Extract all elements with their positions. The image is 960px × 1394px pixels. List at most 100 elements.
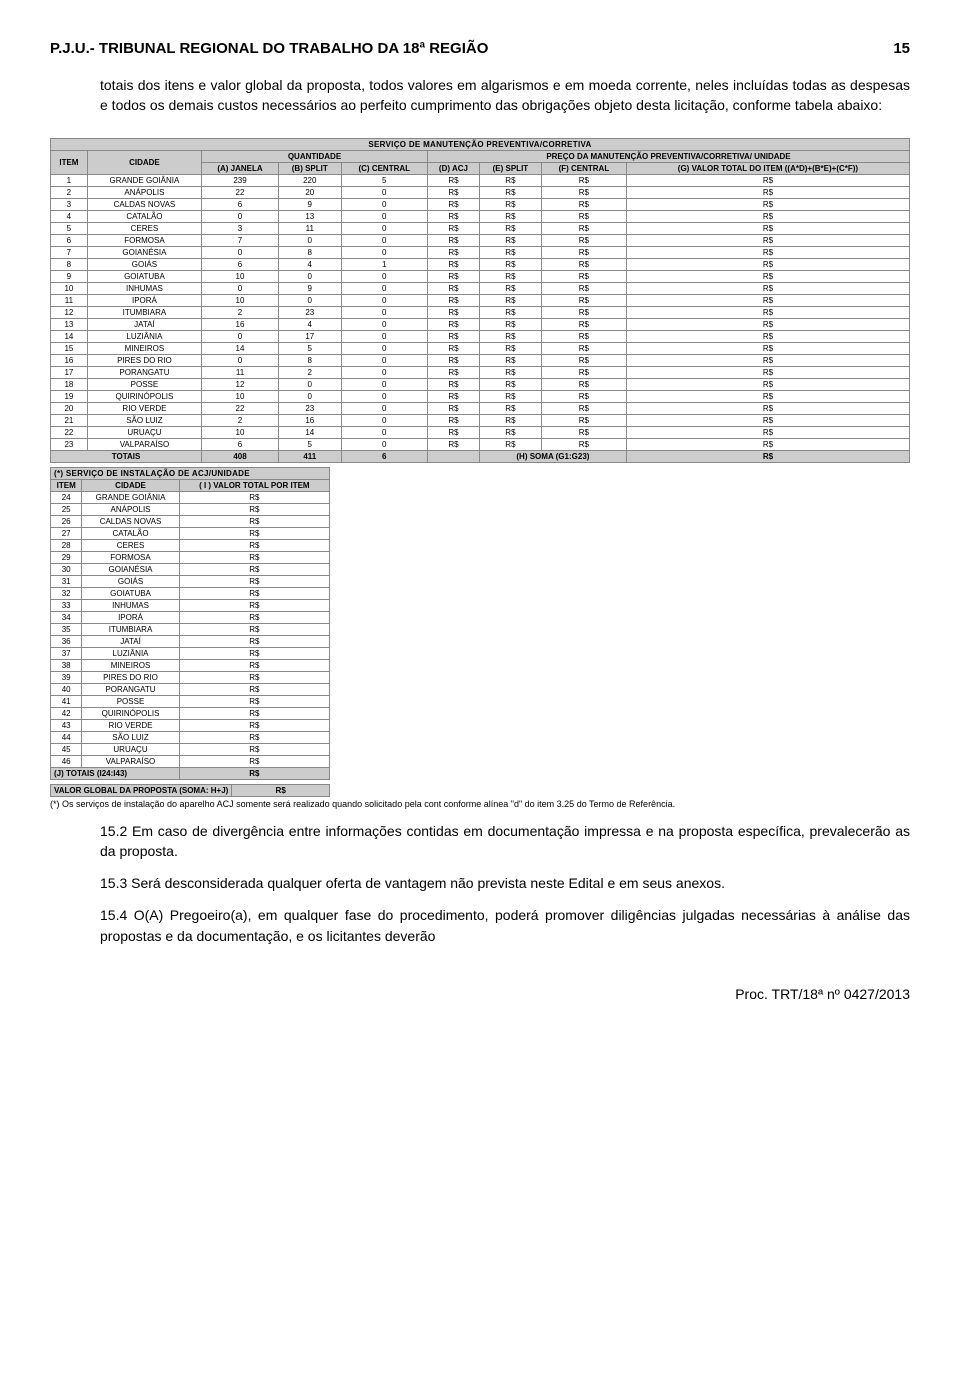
t2-h-item: ITEM: [51, 479, 82, 491]
cell-val: R$: [179, 575, 329, 587]
cell-d: R$: [427, 210, 479, 222]
cell-c: 0: [341, 210, 427, 222]
cell-c: 0: [341, 354, 427, 366]
cell-a: 10: [202, 294, 279, 306]
table-row: 29FORMOSAR$: [51, 551, 330, 563]
cell-cidade: CATALÃO: [87, 210, 201, 222]
cell-cidade: RIO VERDE: [82, 719, 179, 731]
cell-item: 19: [51, 390, 88, 402]
cell-b: 16: [278, 414, 341, 426]
cell-cidade: CALDAS NOVAS: [82, 515, 179, 527]
cell-item: 46: [51, 755, 82, 767]
table-row: 28CERESR$: [51, 539, 330, 551]
cell-b: 0: [278, 378, 341, 390]
cell-item: 29: [51, 551, 82, 563]
page-header: P.J.U.- TRIBUNAL REGIONAL DO TRABALHO DA…: [50, 40, 910, 57]
cell-e: R$: [479, 186, 541, 198]
cell-val: R$: [179, 695, 329, 707]
cell-b: 5: [278, 342, 341, 354]
table-row: 15MINEIROS1450R$R$R$R$: [51, 342, 910, 354]
cell-d: R$: [427, 426, 479, 438]
cell-g: R$: [626, 318, 909, 330]
cell-g: R$: [626, 174, 909, 186]
cell-cidade: ANÁPOLIS: [87, 186, 201, 198]
cell-f: R$: [541, 306, 626, 318]
t3-label: VALOR GLOBAL DA PROPOSTA (SOMA: H+J): [51, 784, 232, 796]
cell-c: 0: [341, 294, 427, 306]
cell-b: 17: [278, 330, 341, 342]
t1-tot-b: 411: [278, 450, 341, 462]
t1-h-a: (A) JANELA: [202, 162, 279, 174]
cell-cidade: GRANDE GOIÂNIA: [87, 174, 201, 186]
cell-cidade: GRANDE GOIÂNIA: [82, 491, 179, 503]
table-row: 12ITUMBIARA2230R$R$R$R$: [51, 306, 910, 318]
cell-cidade: CATALÃO: [82, 527, 179, 539]
t1-soma-label: (H) SOMA (G1:G23): [479, 450, 626, 462]
table-valor-global: VALOR GLOBAL DA PROPOSTA (SOMA: H+J) R$: [50, 784, 330, 797]
cell-item: 28: [51, 539, 82, 551]
cell-a: 22: [202, 186, 279, 198]
cell-val: R$: [179, 683, 329, 695]
cell-cidade: POSSE: [82, 695, 179, 707]
cell-f: R$: [541, 378, 626, 390]
cell-g: R$: [626, 390, 909, 402]
cell-item: 35: [51, 623, 82, 635]
t1-h-preco: PREÇO DA MANUTENÇÃO PREVENTIVA/CORRETIVA…: [427, 150, 909, 162]
cell-cidade: GOIATUBA: [82, 587, 179, 599]
cell-c: 0: [341, 402, 427, 414]
cell-g: R$: [626, 246, 909, 258]
cell-a: 6: [202, 438, 279, 450]
cell-item: 43: [51, 719, 82, 731]
cell-e: R$: [479, 174, 541, 186]
table-row: 20RIO VERDE22230R$R$R$R$: [51, 402, 910, 414]
table-row: 14LUZIÂNIA0170R$R$R$R$: [51, 330, 910, 342]
table-row: 9GOIATUBA1000R$R$R$R$: [51, 270, 910, 282]
table-row: 26CALDAS NOVASR$: [51, 515, 330, 527]
cell-cidade: CERES: [82, 539, 179, 551]
cell-f: R$: [541, 198, 626, 210]
cell-item: 25: [51, 503, 82, 515]
cell-a: 2: [202, 414, 279, 426]
cell-e: R$: [479, 318, 541, 330]
cell-item: 11: [51, 294, 88, 306]
cell-a: 22: [202, 402, 279, 414]
cell-e: R$: [479, 282, 541, 294]
cell-item: 13: [51, 318, 88, 330]
cell-cidade: INHUMAS: [82, 599, 179, 611]
cell-item: 10: [51, 282, 88, 294]
cell-cidade: URUAÇU: [82, 743, 179, 755]
cell-d: R$: [427, 234, 479, 246]
cell-g: R$: [626, 282, 909, 294]
t1-h-b: (B) SPLIT: [278, 162, 341, 174]
cell-d: R$: [427, 294, 479, 306]
cell-item: 36: [51, 635, 82, 647]
t1-h-d: (D) ACJ: [427, 162, 479, 174]
table-instalacao: (*) SERVIÇO DE INSTALAÇÃO DE ACJ/UNIDADE…: [50, 467, 330, 780]
cell-b: 8: [278, 354, 341, 366]
cell-c: 5: [341, 174, 427, 186]
cell-f: R$: [541, 390, 626, 402]
cell-c: 0: [341, 246, 427, 258]
cell-b: 4: [278, 258, 341, 270]
cell-item: 41: [51, 695, 82, 707]
table-row: 4CATALÃO0130R$R$R$R$: [51, 210, 910, 222]
cell-f: R$: [541, 210, 626, 222]
table-manutencao: SERVIÇO DE MANUTENÇÃO PREVENTIVA/CORRETI…: [50, 138, 910, 463]
t1-title: SERVIÇO DE MANUTENÇÃO PREVENTIVA/CORRETI…: [51, 138, 910, 150]
table-row: 38MINEIROSR$: [51, 659, 330, 671]
t1-soma-val: R$: [626, 450, 909, 462]
header-title: P.J.U.- TRIBUNAL REGIONAL DO TRABALHO DA…: [50, 40, 488, 57]
cell-item: 22: [51, 426, 88, 438]
cell-item: 21: [51, 414, 88, 426]
cell-d: R$: [427, 186, 479, 198]
cell-g: R$: [626, 306, 909, 318]
cell-d: R$: [427, 246, 479, 258]
cell-e: R$: [479, 210, 541, 222]
footnote: (*) Os serviços de instalação do aparelh…: [50, 799, 910, 809]
cell-b: 14: [278, 426, 341, 438]
cell-f: R$: [541, 174, 626, 186]
table-row: 18POSSE1200R$R$R$R$: [51, 378, 910, 390]
cell-item: 39: [51, 671, 82, 683]
cell-d: R$: [427, 222, 479, 234]
cell-item: 12: [51, 306, 88, 318]
